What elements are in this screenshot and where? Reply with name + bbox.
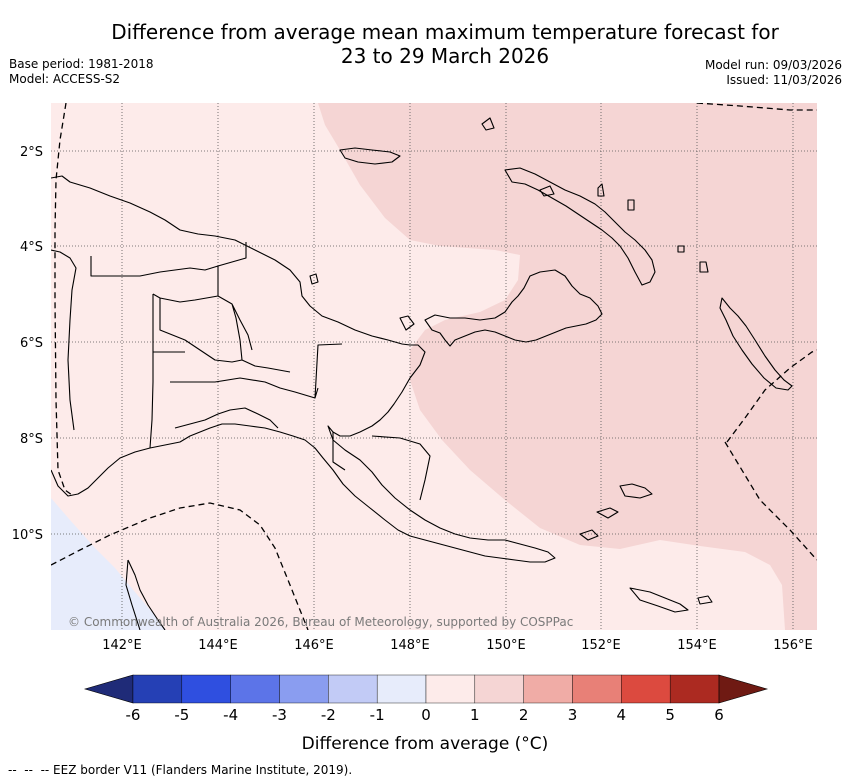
lat-label-8s: 8°S bbox=[20, 432, 43, 447]
dentrecasteaux-islands bbox=[579, 483, 653, 541]
colorbar-tick-label: 6 bbox=[714, 706, 724, 724]
eez-solomons-south bbox=[724, 441, 817, 561]
colorbar-tick-label: 3 bbox=[568, 706, 578, 724]
anomaly-region-neg1-0 bbox=[51, 498, 166, 630]
lat-label-10s: 10°S bbox=[12, 528, 43, 543]
lon-label-154e: 154°E bbox=[677, 638, 717, 653]
colorbar-tick-label: 5 bbox=[665, 706, 675, 724]
bougainville-coast bbox=[719, 297, 793, 391]
colorbar-segment bbox=[669, 674, 720, 704]
colorbar bbox=[83, 674, 769, 704]
map-attribution: © Commonwealth of Australia 2026, Bureau… bbox=[68, 615, 573, 629]
colorbar-segment bbox=[230, 674, 280, 704]
colorbar-segment bbox=[132, 674, 183, 704]
province-borders bbox=[90, 242, 431, 501]
anomaly-region-1-2 bbox=[318, 103, 817, 630]
colorbar-title: Difference from average (°C) bbox=[302, 734, 549, 754]
lon-label-156e: 156°E bbox=[773, 638, 813, 653]
colorbar-tick-label: -4 bbox=[223, 706, 238, 724]
model-name: Model: ACCESS-S2 bbox=[9, 72, 121, 86]
colorbar-tick-label: 2 bbox=[519, 706, 529, 724]
lon-label-148e: 148°E bbox=[390, 638, 430, 653]
colorbar-tick-label: -2 bbox=[321, 706, 336, 724]
colorbar-tick-label: 1 bbox=[470, 706, 480, 724]
lon-label-146e: 146°E bbox=[294, 638, 334, 653]
eez-north bbox=[696, 103, 817, 111]
model-run: Model run: 09/03/2026 bbox=[704, 58, 842, 72]
colorbar-tick-label: -1 bbox=[370, 706, 385, 724]
colorbar-tick-label: 4 bbox=[617, 706, 627, 724]
colorbar-segment bbox=[523, 674, 573, 704]
colorbar-tick-label: -6 bbox=[126, 706, 141, 724]
meta-right: Model run: 09/03/2026 Issued: 11/03/2026 bbox=[705, 58, 842, 88]
lon-labels: 142°E 144°E 146°E 148°E 150°E 152°E 154°… bbox=[102, 638, 813, 653]
lon-label-150e: 150°E bbox=[486, 638, 526, 653]
lat-labels: 2°S 4°S 6°S 8°S 10°S bbox=[12, 145, 43, 543]
lon-label-142e: 142°E bbox=[102, 638, 142, 653]
new-guinea-coast bbox=[51, 175, 556, 563]
title-line-1: Difference from average mean maximum tem… bbox=[111, 20, 779, 44]
eez-png-australia bbox=[51, 502, 309, 630]
colorbar-segment bbox=[376, 674, 427, 704]
manus-coast bbox=[339, 147, 401, 165]
lat-label-2s: 2°S bbox=[20, 145, 43, 160]
eez-legend: -- -- -- EEZ border V11 (Flanders Marine… bbox=[8, 763, 353, 777]
colorbar-segment bbox=[572, 674, 622, 704]
small-islands bbox=[309, 117, 709, 331]
chart-title: Difference from average mean maximum tem… bbox=[90, 20, 800, 68]
map-area: © Commonwealth of Australia 2026, Bureau… bbox=[51, 103, 817, 630]
colorbar-tick-label: -5 bbox=[174, 706, 189, 724]
lon-label-144e: 144°E bbox=[198, 638, 238, 653]
colorbar-tick-label: 0 bbox=[421, 706, 431, 724]
colorbar-arrow-high bbox=[718, 674, 769, 704]
louisiade-islands bbox=[629, 587, 713, 613]
eez-png-indonesia bbox=[54, 103, 73, 496]
lat-label-4s: 4°S bbox=[20, 240, 43, 255]
colorbar-ticks: -6 -5 -4 -3 -2 -1 0 1 2 3 4 5 6 bbox=[126, 706, 724, 724]
colorbar-segment bbox=[621, 674, 671, 704]
colorbar-segment bbox=[425, 674, 476, 704]
lat-label-6s: 6°S bbox=[20, 336, 43, 351]
new-ireland-coast bbox=[504, 167, 656, 286]
new-britain-coast bbox=[424, 269, 603, 347]
base-period: Base period: 1981-2018 bbox=[9, 57, 154, 71]
colorbar-segment bbox=[181, 674, 231, 704]
eez-solomons bbox=[726, 349, 817, 443]
issued-date: Issued: 11/03/2026 bbox=[726, 73, 842, 87]
fly-delta-coast bbox=[174, 407, 279, 429]
west-coast bbox=[51, 249, 77, 431]
graticule bbox=[51, 103, 817, 630]
colorbar-tick-label: -3 bbox=[272, 706, 287, 724]
colorbar-segment bbox=[279, 674, 329, 704]
eez-borders bbox=[51, 103, 817, 630]
cape-york-coast bbox=[125, 559, 166, 630]
png-indonesia-border bbox=[149, 294, 154, 449]
title-line-2: 23 to 29 March 2026 bbox=[340, 44, 550, 68]
lon-label-152e: 152°E bbox=[581, 638, 621, 653]
colorbar-segment bbox=[474, 674, 524, 704]
colorbar-segment bbox=[328, 674, 378, 704]
coastlines bbox=[51, 117, 793, 630]
meta-left: Base period: 1981-2018 Model: ACCESS-S2 bbox=[9, 57, 154, 87]
colorbar-arrow-low bbox=[83, 674, 134, 704]
